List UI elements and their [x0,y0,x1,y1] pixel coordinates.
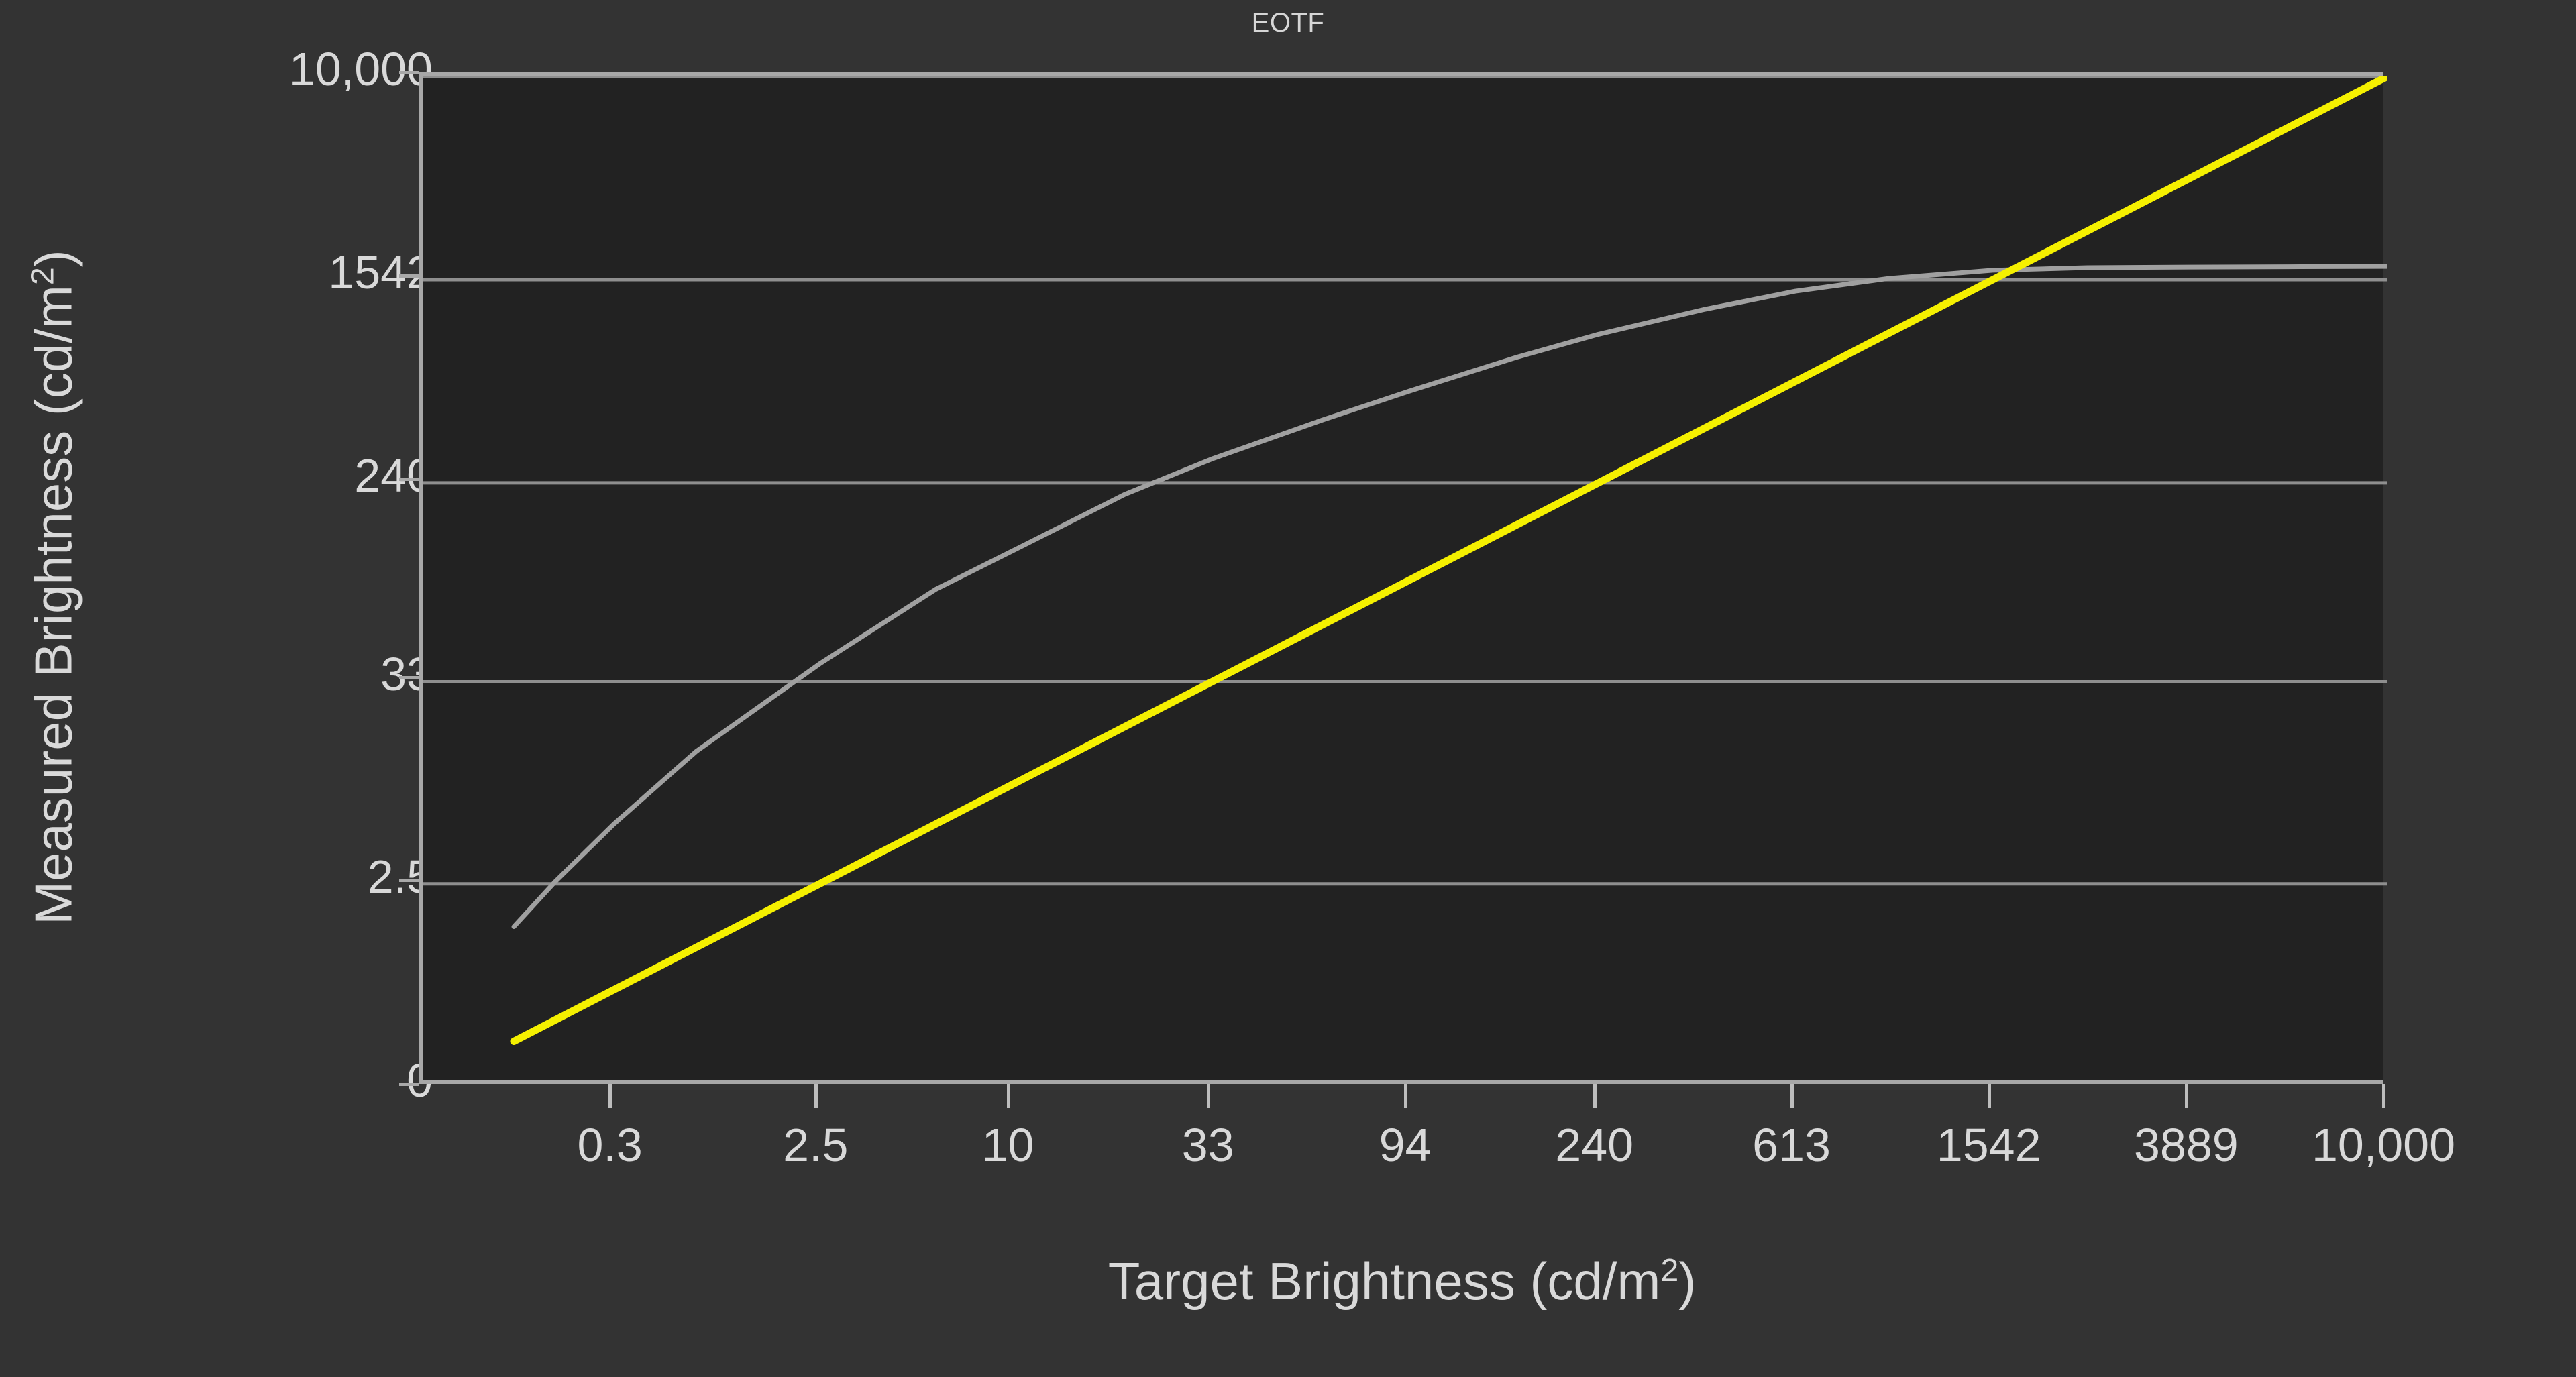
x-axis-title-text: Target Brightness (cd/m [1108,1252,1661,1311]
x-axis-tick-label: 0.3 [577,1119,643,1171]
x-axis-title: Target Brightness (cd/m2) [419,1251,2385,1312]
y-axis-tick-mark [399,1082,419,1086]
x-axis-tick-label: 3889 [2133,1119,2239,1171]
y-axis-title-tail: ) [23,250,83,268]
chart-title: EOTF [1251,8,1325,38]
x-axis-tick-label: 2.5 [783,1119,849,1171]
y-axis-tick-mark [399,477,419,481]
x-axis-tick-mark [1403,1084,1407,1108]
reference-eotf-line [510,76,2387,1045]
x-axis-tick-mark [608,1084,612,1108]
x-axis-tick-mark [1790,1084,1794,1108]
y-axis-tick-mark [399,676,419,680]
x-axis-tick-mark [1593,1084,1597,1108]
plot-canvas [423,76,2387,1045]
x-axis-tick-mark [814,1084,818,1108]
x-axis-tick-label: 10,000 [2311,1119,2456,1171]
y-axis-title: Measured Brightness (cd/m2) [23,17,85,1158]
x-axis-tick-label: 33 [1181,1119,1234,1171]
x-axis-title-superscript: 2 [1660,1252,1679,1288]
series-layer [510,76,2387,1045]
x-axis-tick-mark [2382,1084,2385,1108]
y-axis-tick-mark [399,71,419,74]
x-axis-title-tail: ) [1678,1252,1697,1311]
x-axis-tick-mark [2184,1084,2188,1108]
y-axis-tick-label: 10,000 [288,43,433,95]
gridlines [423,76,2387,886]
x-axis-tick-label: 240 [1555,1119,1634,1171]
x-axis-tick-label: 613 [1752,1119,1831,1171]
x-axis-tick-label: 1542 [1936,1119,2041,1171]
y-axis-tick-mark [399,878,419,882]
plot-area [419,72,2387,1084]
x-axis-tick-label: 10 [981,1119,1034,1171]
x-axis-tick-label: 94 [1379,1119,1432,1171]
x-axis-tick-mark [1006,1084,1010,1108]
y-axis-tick-label: 1542 [328,245,433,298]
y-axis-title-text: Measured Brightness (cd/m [23,285,83,925]
x-axis-tick-mark [1206,1084,1210,1108]
measured-eotf-line [511,264,2387,930]
x-axis-tick-mark [1987,1084,1991,1108]
y-axis-title-superscript: 2 [24,267,61,286]
y-axis-tick-mark [399,274,419,278]
